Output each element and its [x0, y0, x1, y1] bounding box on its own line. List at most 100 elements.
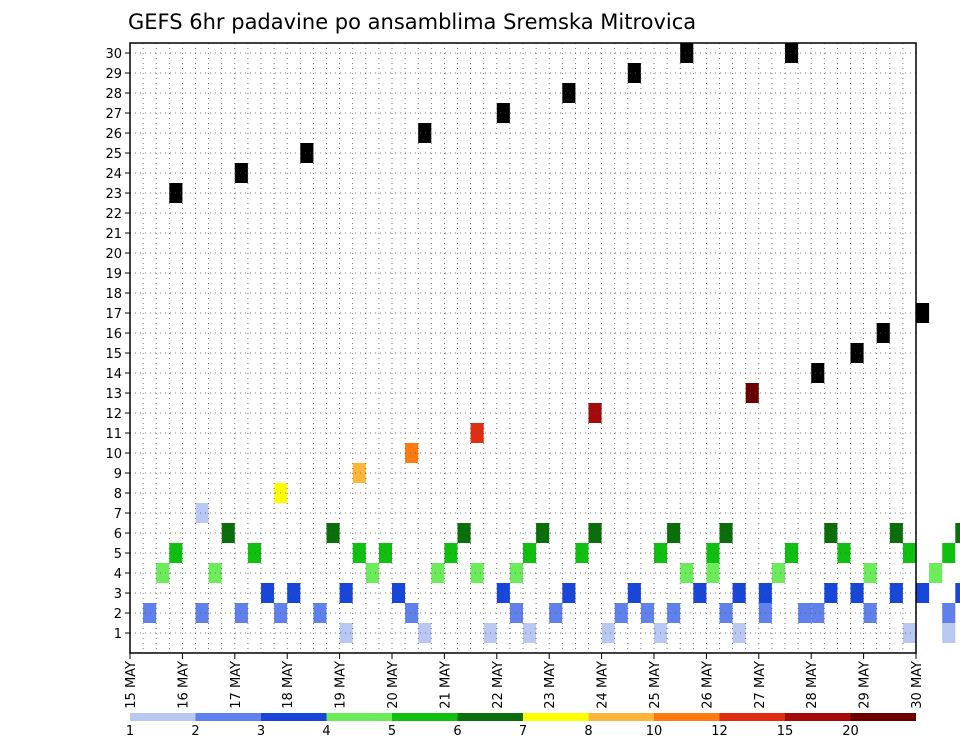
heatmap-cell	[287, 583, 301, 603]
heatmap-cell	[247, 543, 261, 563]
y-tick-label: 6	[114, 527, 122, 542]
heatmap-cell	[300, 143, 314, 163]
heatmap-cell	[706, 563, 720, 583]
legend-label: 15	[777, 724, 794, 739]
legend-label: 20	[842, 724, 859, 739]
heatmap-cell	[811, 363, 825, 383]
heatmap-cell	[523, 543, 537, 563]
heatmap-cell	[405, 443, 419, 463]
y-tick-label: 23	[105, 187, 122, 202]
y-tick-label: 15	[105, 347, 122, 362]
legend-swatch	[588, 713, 654, 721]
heatmap-cell	[156, 563, 170, 583]
x-tick-label: 26 MAY	[700, 661, 715, 709]
legend-label: 10	[646, 724, 663, 739]
color-legend: 1 2 3 4 5 6 7 8 10 12 15 20	[126, 713, 916, 739]
heatmap-cell	[916, 303, 930, 323]
y-tick-label: 1	[114, 627, 122, 642]
heatmap-cell	[798, 603, 812, 623]
heatmap-cell	[496, 103, 510, 123]
legend-label: 8	[584, 724, 592, 739]
heatmap-cell	[771, 563, 785, 583]
legend-label: 6	[453, 724, 461, 739]
heatmap-cell	[889, 583, 903, 603]
legend-swatch	[785, 713, 851, 721]
heatmap-cell	[719, 603, 733, 623]
heatmap-cell	[509, 603, 523, 623]
heatmap-cell	[745, 383, 759, 403]
heatmap-cell	[470, 563, 484, 583]
heatmap-cell	[811, 603, 825, 623]
x-axis: 15 MAY 16 MAY 17 MAY 18 MAY 19 MAY 20 MAY 21 M…	[124, 653, 925, 709]
heatmap-cell	[667, 603, 681, 623]
legend-swatch	[457, 713, 523, 721]
heatmap-cell	[326, 523, 340, 543]
x-tick-label: 22 MAY	[491, 661, 506, 709]
heatmap-cell	[418, 623, 432, 643]
y-tick-label: 10	[105, 447, 122, 462]
legend-swatch	[850, 713, 916, 721]
y-tick-label: 8	[114, 487, 122, 502]
heatmap-cell	[313, 603, 327, 623]
heatmap-cell	[627, 63, 641, 83]
y-tick-label: 27	[105, 107, 122, 122]
heatmap-cell	[195, 503, 209, 523]
x-tick-label: 15 MAY	[124, 661, 139, 709]
heatmap-cell	[942, 623, 956, 643]
heatmap-cell	[195, 603, 209, 623]
y-tick-label: 30	[105, 47, 122, 62]
y-tick-label: 2	[114, 607, 122, 622]
heatmap-cell	[365, 563, 379, 583]
y-tick-label: 13	[105, 387, 122, 402]
x-tick-label: 23 MAY	[543, 661, 558, 709]
legend-label: 3	[257, 724, 265, 739]
heatmap-cell	[942, 603, 956, 623]
x-tick-label: 27 MAY	[753, 661, 768, 709]
x-tick-label: 30 MAY	[910, 661, 925, 709]
heatmap-cell	[352, 463, 366, 483]
y-tick-label: 28	[105, 87, 122, 102]
heatmap-cell	[680, 43, 694, 63]
heatmap-cell	[955, 523, 960, 543]
heatmap-cell	[732, 623, 746, 643]
heatmap-cell	[562, 583, 576, 603]
heatmap-cell	[523, 623, 537, 643]
y-tick-label: 16	[105, 327, 122, 342]
heatmap-cell	[339, 583, 353, 603]
heatmap-cell	[431, 563, 445, 583]
x-tick-label: 19 MAY	[334, 661, 349, 709]
heatmap-cell	[339, 623, 353, 643]
heatmap-cell	[902, 543, 916, 563]
heatmap-cell	[234, 163, 248, 183]
heatmap-cell	[509, 563, 523, 583]
heatmap-cell	[221, 523, 235, 543]
y-tick-label: 9	[114, 467, 122, 482]
heatmap-cell	[902, 623, 916, 643]
heatmap-cell	[785, 543, 799, 563]
heatmap-cell	[536, 523, 550, 543]
x-tick-label: 25 MAY	[648, 661, 663, 709]
heatmap-cell	[405, 603, 419, 623]
heatmap-cell	[706, 543, 720, 563]
heatmap-cell	[496, 583, 510, 603]
y-tick-label: 7	[114, 507, 122, 522]
legend-label: 4	[322, 724, 330, 739]
y-tick-label: 14	[105, 367, 122, 382]
heatmap-cell	[837, 543, 851, 563]
heatmap-cell	[143, 603, 157, 623]
y-tick-label: 24	[105, 167, 122, 182]
y-tick-label: 5	[114, 547, 122, 562]
heatmap-cell	[889, 523, 903, 543]
heatmap-cell	[575, 543, 589, 563]
y-tick-label: 11	[105, 427, 122, 442]
legend-swatch	[392, 713, 458, 721]
heatmap-cell	[392, 583, 406, 603]
y-tick-label: 21	[105, 227, 122, 242]
chart-title: GEFS 6hr padavine po ansamblima Sremska …	[128, 10, 696, 34]
legend-swatch	[654, 713, 720, 721]
legend-label: 5	[388, 724, 396, 739]
y-tick-label: 17	[105, 307, 122, 322]
x-tick-label: 16 MAY	[176, 661, 191, 709]
legend-swatch	[326, 713, 392, 721]
